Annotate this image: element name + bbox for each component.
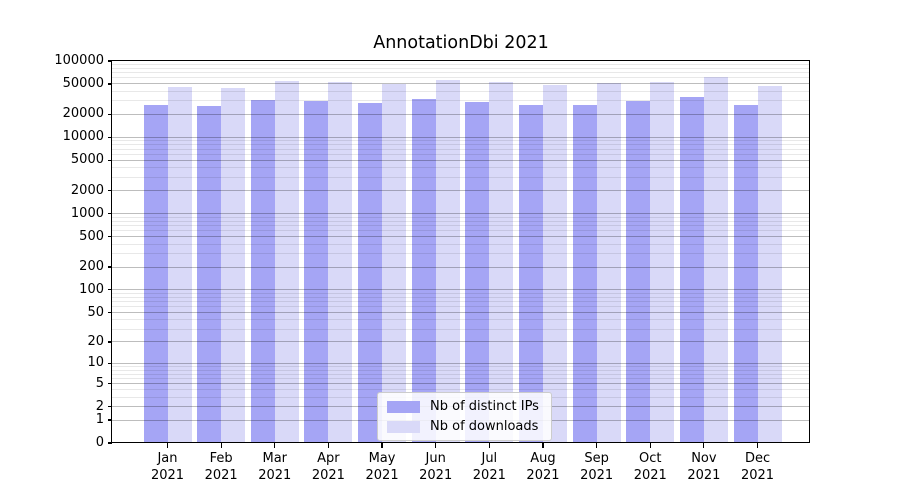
x-tick-label: Mar 2021 (258, 451, 292, 484)
bar-downloads (382, 83, 407, 443)
x-tick-label: Sep 2021 (580, 451, 614, 484)
x-tick-label: Feb 2021 (204, 451, 238, 484)
x-tick-mark (220, 443, 222, 448)
x-tick-mark (274, 443, 276, 448)
x-tick-label: Jun 2021 (419, 451, 453, 484)
x-tick-mark (756, 443, 759, 448)
gridline-minor (112, 63, 810, 65)
y-tick-label: 500 (79, 228, 104, 244)
x-tick-mark (327, 443, 329, 448)
x-tick-mark (435, 443, 437, 448)
y-tick-mark (107, 341, 112, 343)
y-tick-mark (107, 362, 112, 365)
y-tick-label: 2 (95, 398, 104, 414)
bar-downloads (542, 84, 567, 443)
legend-swatch-distinct-ips (387, 400, 420, 413)
legend: Nb of distinct IPs Nb of downloads (377, 392, 552, 441)
x-tick-label: May 2021 (365, 451, 399, 484)
bar-downloads (489, 81, 514, 443)
gridline-minor (112, 67, 810, 69)
y-tick-mark (107, 159, 112, 161)
bar-downloads (757, 85, 782, 443)
y-tick-label: 10 (87, 355, 104, 371)
y-tick-label: 5 (95, 375, 104, 391)
bar-distinct-ips (626, 100, 651, 443)
bar-downloads (596, 83, 621, 443)
y-tick-label: 50000 (62, 75, 104, 91)
x-tick-mark (381, 443, 383, 448)
y-tick-label: 20 (87, 333, 104, 349)
y-tick-label: 100000 (54, 53, 104, 68)
x-tick-mark (703, 443, 705, 448)
y-tick-mark (107, 190, 112, 192)
bar-distinct-ips (679, 96, 704, 443)
y-tick-mark (107, 60, 112, 62)
bar-distinct-ips (250, 99, 275, 443)
bar-distinct-ips (304, 100, 329, 443)
bar-distinct-ips (572, 105, 597, 443)
bar-distinct-ips (733, 105, 758, 443)
y-tick-mark (107, 405, 112, 408)
x-tick-mark (649, 443, 651, 448)
x-tick-label: Aug 2021 (526, 451, 560, 484)
x-tick-mark (166, 443, 169, 448)
bar-distinct-ips (518, 105, 543, 443)
bar-downloads (435, 79, 460, 443)
bar-distinct-ips (411, 99, 436, 443)
y-tick-mark (107, 311, 112, 314)
y-tick-label: 5000 (70, 152, 104, 168)
y-tick-mark (107, 266, 112, 268)
bar-distinct-ips (143, 105, 168, 443)
y-tick-label: 10000 (62, 129, 104, 145)
y-tick-mark (107, 136, 112, 138)
gridline-minor (112, 72, 810, 74)
y-tick-label: 2000 (70, 182, 104, 198)
bar-downloads (221, 88, 246, 443)
y-tick-label: 0 (95, 435, 104, 450)
y-tick-label: 1000 (70, 205, 104, 221)
bar-distinct-ips (358, 103, 383, 443)
y-tick-mark (107, 382, 112, 385)
bar-downloads (650, 81, 675, 443)
x-tick-label: Jul 2021 (472, 451, 506, 484)
x-tick-mark (596, 443, 598, 448)
x-tick-label: Dec 2021 (740, 451, 775, 484)
bar-downloads (703, 76, 728, 443)
x-tick-label: Apr 2021 (311, 451, 345, 484)
bar-downloads (274, 81, 299, 443)
y-tick-mark (107, 289, 112, 291)
y-tick-mark (107, 113, 112, 115)
y-tick-label: 1 (95, 412, 104, 427)
x-tick-mark (488, 443, 490, 448)
bar-distinct-ips (197, 106, 222, 443)
legend-swatch-downloads (387, 420, 420, 433)
y-tick-mark (107, 236, 112, 238)
y-tick-mark (107, 213, 112, 215)
x-tick-label: Nov 2021 (687, 451, 721, 484)
y-tick-mark (107, 83, 112, 85)
legend-label-downloads: Nb of downloads (430, 419, 539, 434)
y-tick-mark (107, 419, 112, 421)
x-tick-mark (542, 443, 544, 448)
chart-title: AnnotationDbi 2021 (373, 33, 549, 53)
legend-item-downloads: Nb of downloads (387, 419, 539, 434)
legend-label-distinct-ips: Nb of distinct IPs (430, 399, 539, 414)
x-tick-label: Oct 2021 (633, 451, 667, 484)
y-tick-label: 200 (79, 259, 104, 275)
y-tick-label: 20000 (62, 106, 104, 122)
y-tick-label: 100 (79, 281, 104, 297)
y-tick-label: 50 (87, 304, 104, 320)
legend-item-distinct-ips: Nb of distinct IPs (387, 399, 539, 414)
bar-distinct-ips (465, 102, 490, 443)
bar-downloads (328, 81, 353, 443)
y-tick-mark (107, 442, 112, 444)
bar-downloads (167, 86, 192, 443)
x-tick-label: Jan 2021 (150, 451, 185, 484)
